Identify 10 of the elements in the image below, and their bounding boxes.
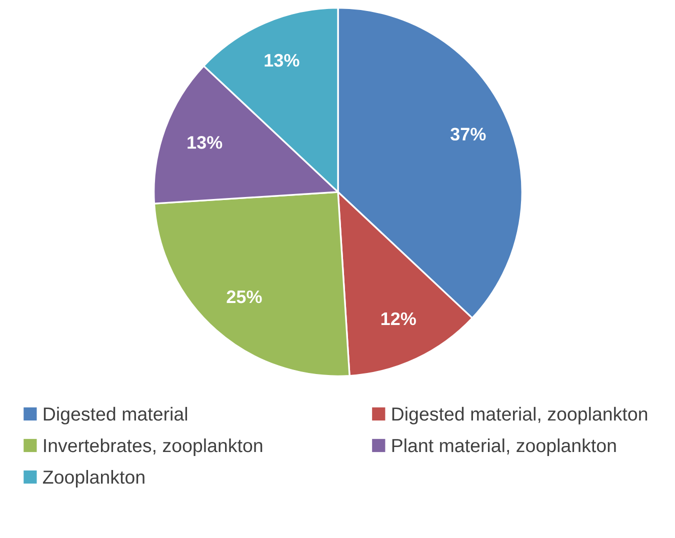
legend-label: Digested material, zooplankton: [392, 406, 648, 424]
data-label: 13%: [264, 54, 300, 67]
data-label: 25%: [226, 290, 262, 304]
data-label: 13%: [188, 136, 222, 149]
data-label: 12%: [381, 312, 416, 326]
legend-label: Zooplankton: [42, 470, 144, 488]
legend-label: Invertebrates, zooplankton: [44, 438, 262, 456]
legend-label: Digested material: [44, 406, 188, 424]
legend-label: Plant material, zooplankton: [392, 438, 616, 456]
data-label: 37%: [450, 128, 486, 141]
